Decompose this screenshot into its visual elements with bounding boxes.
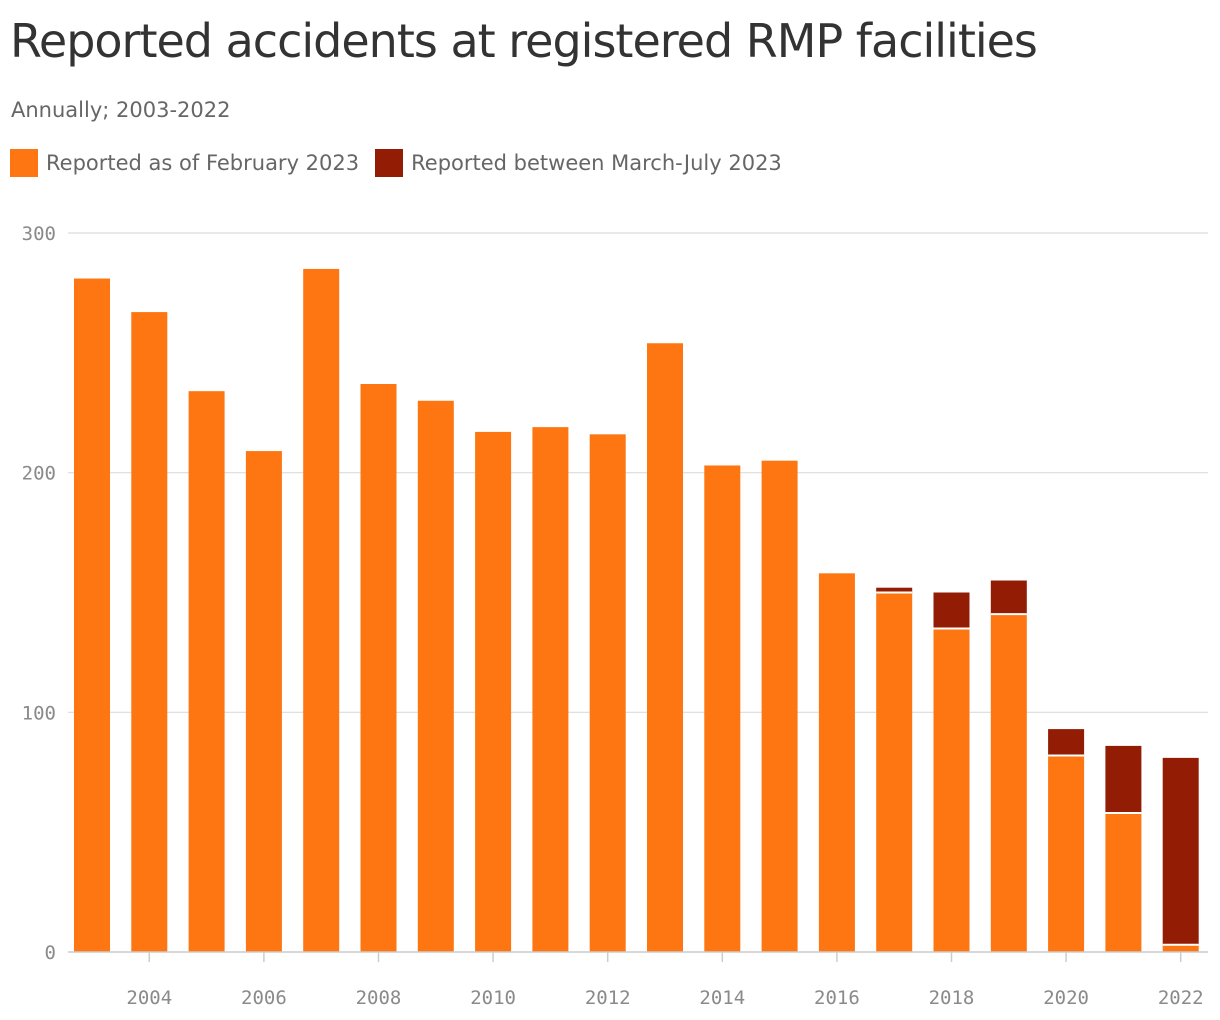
- bars: [74, 268, 1199, 953]
- bar-2017-march-july: [876, 587, 913, 593]
- legend-label-feb: Reported as of February 2023: [46, 151, 360, 175]
- bar-2010-feb: [475, 431, 512, 952]
- bar-2018-march-july: [933, 592, 970, 629]
- bar-2003-feb: [74, 278, 110, 953]
- bar-2022-feb: [1162, 944, 1199, 952]
- bar-2012-feb: [589, 434, 626, 952]
- x-tick-label-2006: 2006: [241, 987, 287, 1009]
- bar-2015-feb: [761, 460, 798, 952]
- y-tick-label-0: 0: [45, 942, 56, 964]
- bar-2007-feb: [303, 268, 340, 952]
- bar-2009-feb: [417, 400, 454, 952]
- chart-subtitle: Annually; 2003-2022: [11, 98, 231, 122]
- legend: Reported as of February 2023 Reported be…: [10, 149, 798, 177]
- bar-2018-feb: [933, 628, 970, 952]
- legend-item-feb: Reported as of February 2023: [10, 149, 359, 177]
- bar-2021-feb: [1105, 812, 1142, 952]
- bar-2021-march-july: [1105, 745, 1142, 813]
- bar-2004-feb: [131, 312, 168, 953]
- x-tick-label-2022: 2022: [1158, 987, 1204, 1009]
- bar-2020-march-july: [1048, 729, 1085, 756]
- legend-label-march-july: Reported between March-July 2023: [411, 151, 782, 175]
- bar-2008-feb: [360, 383, 397, 952]
- bar-2019-feb: [990, 614, 1027, 952]
- bar-2016-feb: [818, 573, 855, 952]
- legend-swatch-darkred: [375, 149, 404, 177]
- bar-2019-march-july: [990, 580, 1027, 615]
- x-tick-label-2020: 2020: [1043, 987, 1089, 1009]
- bar-2022-march-july: [1162, 757, 1199, 945]
- legend-item-march-july: Reported between March-July 2023: [375, 149, 782, 177]
- bar-2014-feb: [704, 465, 741, 952]
- legend-swatch-orange: [10, 149, 38, 177]
- x-tick-label-2008: 2008: [356, 987, 402, 1009]
- x-tick-label-2014: 2014: [699, 987, 745, 1009]
- bar-2006-feb: [245, 451, 282, 952]
- gridlines: [68, 232, 1208, 713]
- bar-2011-feb: [532, 427, 569, 952]
- x-tick-label-2018: 2018: [929, 987, 975, 1009]
- chart-title: Reported accidents at registered RMP fac…: [10, 14, 1038, 68]
- x-tick-label-2016: 2016: [814, 987, 860, 1009]
- bar-2005-feb: [188, 391, 225, 952]
- bar-2020-feb: [1048, 755, 1085, 952]
- bar-2013-feb: [647, 343, 683, 952]
- x-tick-label-2010: 2010: [470, 987, 516, 1009]
- x-tick-label-2004: 2004: [126, 987, 172, 1009]
- y-tick-label-100: 100: [22, 702, 56, 724]
- bar-2017-feb: [876, 592, 913, 952]
- axes: 0 100 200 300 2004 2006 2008 2010 2012 2014 2016 20…: [22, 223, 1208, 1009]
- y-tick-label-200: 200: [22, 463, 56, 485]
- x-tick-label-2012: 2012: [585, 987, 631, 1009]
- y-tick-label-300: 300: [22, 223, 56, 245]
